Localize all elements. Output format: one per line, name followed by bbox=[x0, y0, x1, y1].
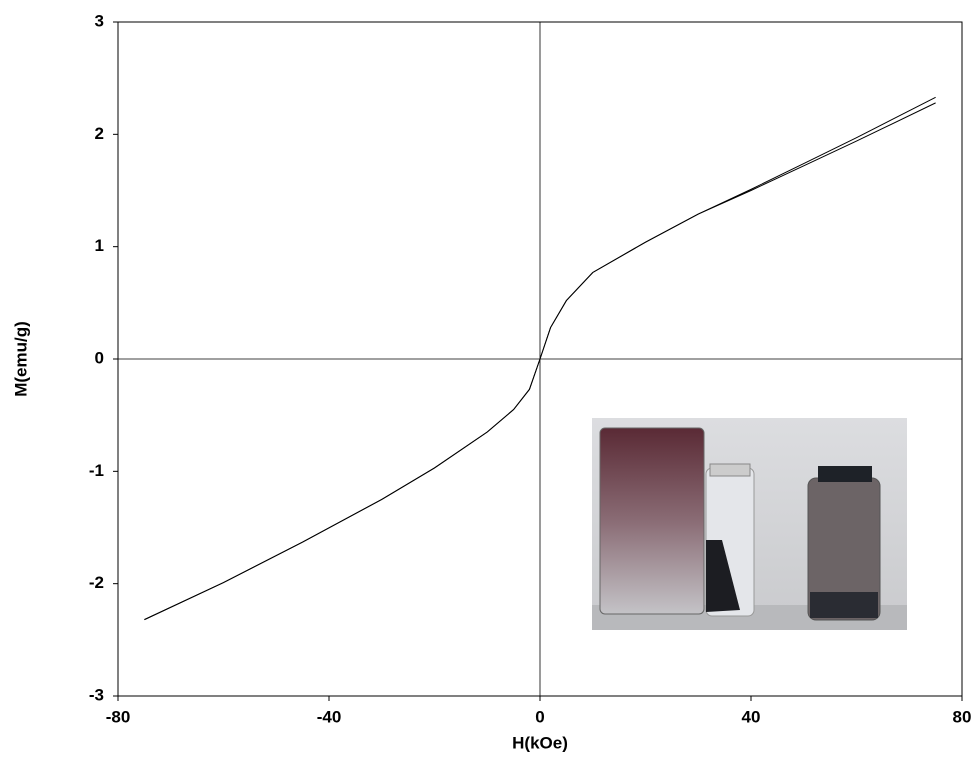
y-tick-label: 3 bbox=[95, 11, 104, 30]
x-tick-label: 80 bbox=[953, 707, 972, 726]
y-tick-label: -2 bbox=[89, 573, 104, 592]
x-tick-label: -80 bbox=[106, 707, 131, 726]
x-tick-label: -40 bbox=[317, 707, 342, 726]
x-axis-label: H(kOe) bbox=[512, 733, 568, 752]
inset-photo bbox=[592, 418, 907, 630]
y-tick-label: 2 bbox=[95, 124, 104, 143]
curve bbox=[144, 96, 936, 621]
y-tick-label: 1 bbox=[95, 236, 104, 255]
x-tick-label: 40 bbox=[742, 707, 761, 726]
y-axis-label: M(emu/g) bbox=[11, 321, 30, 397]
y-tick-label: 0 bbox=[95, 348, 104, 367]
x-tick-label: 0 bbox=[535, 707, 544, 726]
y-tick-label: -3 bbox=[89, 685, 104, 704]
y-tick-label: -1 bbox=[89, 461, 104, 480]
